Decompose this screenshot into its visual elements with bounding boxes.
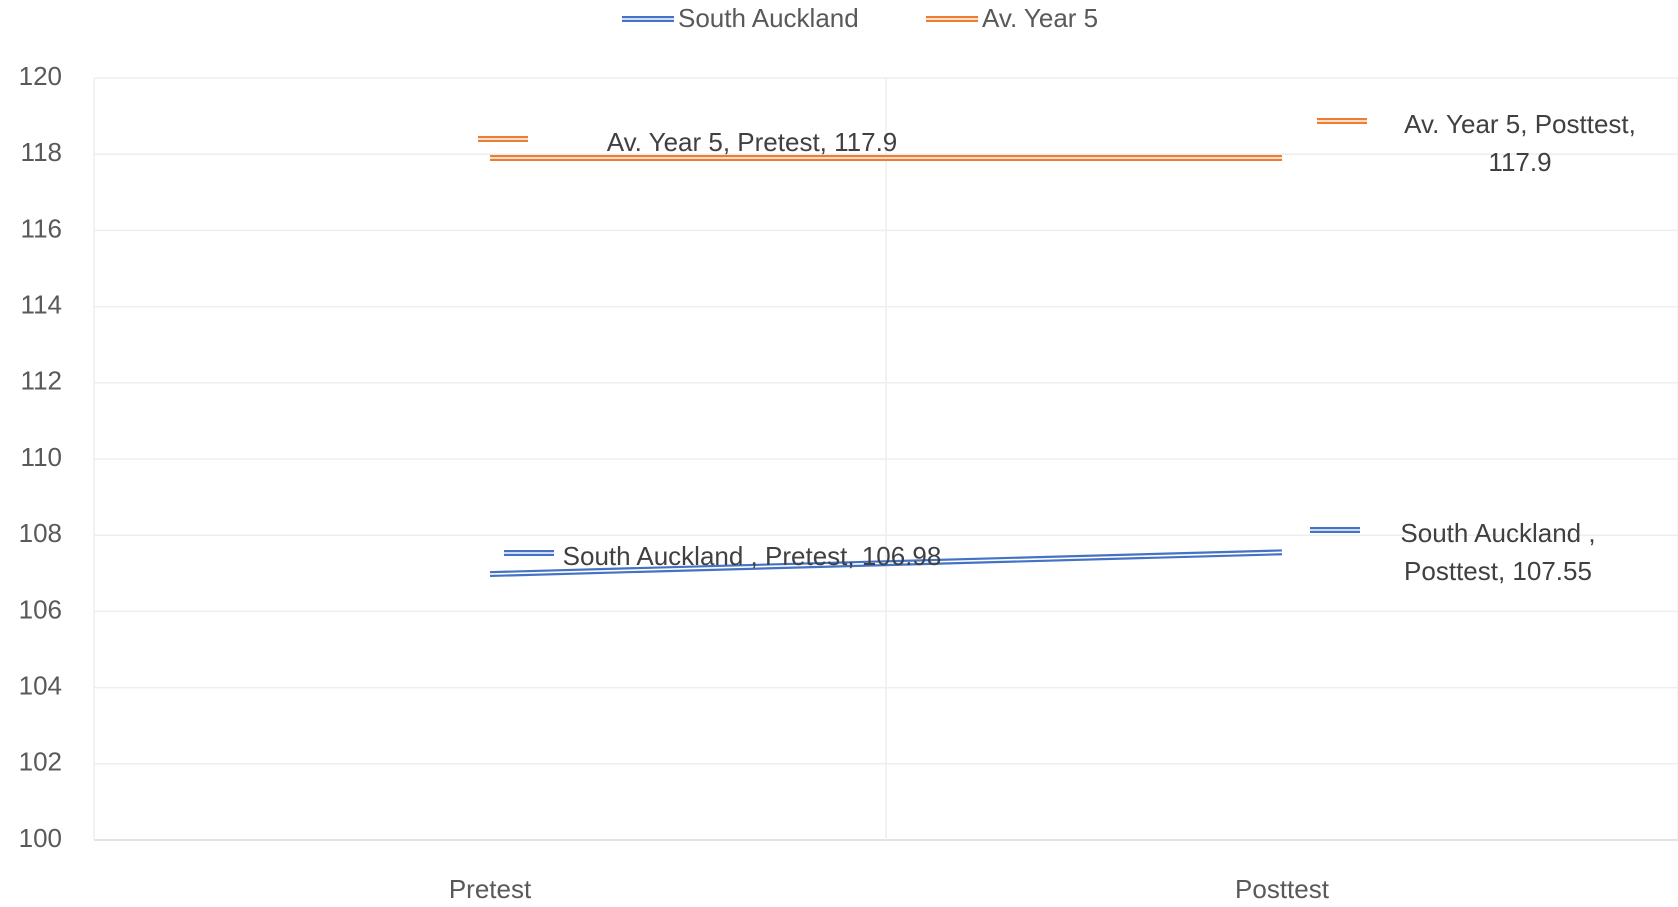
data-label: Av. Year 5, Posttest, 117.9 xyxy=(1404,109,1636,177)
y-tick-label: 114 xyxy=(21,289,62,319)
y-tick-label: 116 xyxy=(21,213,62,243)
data-label: South Auckland , Posttest, 107.55 xyxy=(1400,518,1596,586)
data-label: South Auckland , Pretest, 106.98 xyxy=(562,541,942,571)
y-tick-label: 110 xyxy=(21,442,62,472)
y-tick-label: 118 xyxy=(21,137,62,167)
x-tick-label: Pretest xyxy=(449,874,532,904)
y-tick-label: 108 xyxy=(19,518,62,548)
y-tick-label: 106 xyxy=(19,594,62,624)
y-tick-label: 120 xyxy=(19,61,62,91)
y-tick-label: 104 xyxy=(19,670,62,700)
legend-label: South Auckland xyxy=(678,3,859,33)
y-tick-label: 102 xyxy=(19,747,62,777)
x-tick-label: Posttest xyxy=(1235,874,1330,904)
y-tick-label: 112 xyxy=(21,366,62,396)
legend-label: Av. Year 5 xyxy=(982,3,1098,33)
series-line-inner xyxy=(489,551,1283,575)
y-tick-label: 100 xyxy=(19,823,62,853)
data-label: Av. Year 5, Pretest, 117.9 xyxy=(606,127,898,157)
